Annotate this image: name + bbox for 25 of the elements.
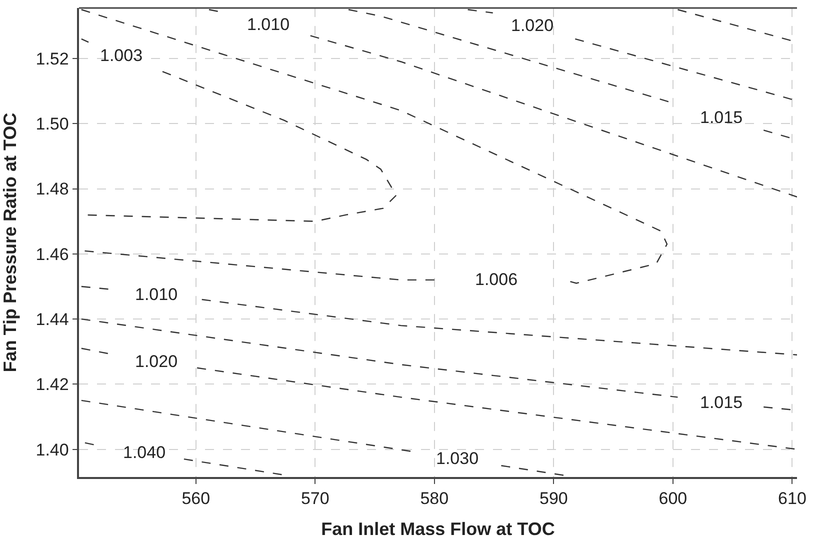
annotation: 1.015 [700,393,743,412]
annotation: 1.003 [100,46,143,65]
y-tick-label: 1.48 [36,180,69,199]
annotation: 1.040 [123,443,166,462]
x-tick-label: 560 [182,489,210,508]
annotation: 1.020 [135,352,178,371]
y-tick-label: 1.52 [36,49,69,68]
y-tick-label: 1.42 [36,375,69,394]
annotation: 1.010 [247,15,290,34]
x-tick-label: 610 [778,489,806,508]
x-tick-label: 590 [540,489,568,508]
annotation: 1.030 [436,449,479,468]
annotation: 1.015 [700,108,743,127]
y-tick-label: 1.40 [36,440,69,460]
x-tick-label: 580 [420,489,449,508]
annotation: 1.020 [511,16,554,35]
y-axis-title: Fan Tip Pressure Ratio at TOC [0,112,20,372]
y-tick-label: 1.50 [36,114,69,134]
x-tick-label: 570 [300,489,330,508]
x-axis-title: Fan Inlet Mass Flow at TOC [321,518,555,539]
annotation: 1.010 [135,285,178,304]
y-tick-label: 1.46 [36,244,69,264]
annotation: 1.006 [475,270,518,289]
y-tick-label: 1.44 [36,310,69,329]
x-tick-label: 600 [658,489,688,508]
